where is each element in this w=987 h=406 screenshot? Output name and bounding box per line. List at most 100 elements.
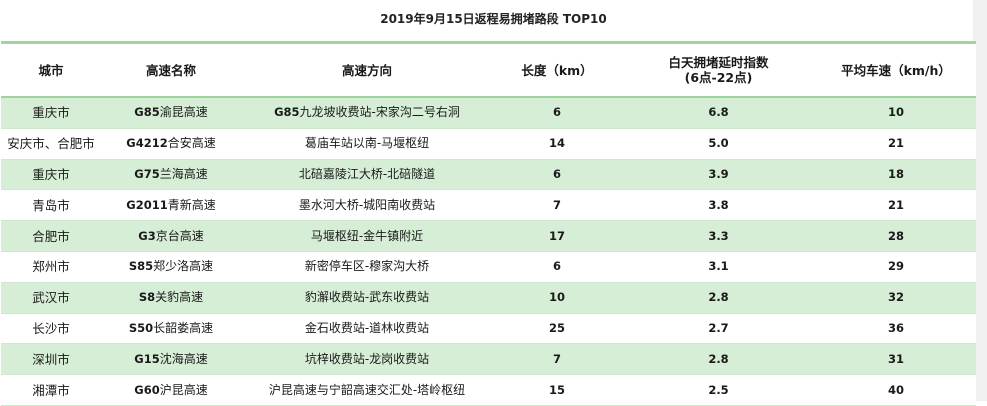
header-index-line1: 白天拥堵延时指数 bbox=[668, 55, 769, 70]
highway-name: 沈海高速 bbox=[159, 351, 208, 366]
highway-code: G2011 bbox=[126, 197, 168, 212]
header-length: 长度（km） bbox=[493, 41, 621, 98]
highway-code: G60 bbox=[134, 382, 160, 397]
highway-code: G4212 bbox=[126, 136, 168, 151]
congestion-table: 城市 高速名称 高速方向 长度（km） 白天拥堵延时指数 (6点-22点) 平均… bbox=[1, 41, 976, 406]
cell-highway: S8关豹高速 bbox=[101, 282, 241, 314]
cell-index: 3.9 bbox=[621, 159, 816, 191]
cell-speed: 31 bbox=[816, 343, 976, 376]
header-row: 城市 高速名称 高速方向 长度（km） 白天拥堵延时指数 (6点-22点) 平均… bbox=[1, 41, 976, 98]
cell-length: 7 bbox=[493, 189, 621, 222]
cell-index: 3.3 bbox=[621, 220, 816, 252]
cell-length: 25 bbox=[493, 313, 621, 345]
cell-speed: 18 bbox=[816, 159, 976, 191]
highway-code: G3 bbox=[138, 228, 156, 243]
cell-city: 长沙市 bbox=[1, 313, 101, 345]
cell-highway: G15沈海高速 bbox=[101, 343, 241, 376]
highway-name: 兰海高速 bbox=[159, 166, 208, 181]
cell-direction: 北碚嘉陵江大桥-北碚隧道 bbox=[241, 159, 493, 191]
cell-direction: 坑梓收费站-龙岗收费站 bbox=[241, 343, 493, 376]
direction-text: 坑梓收费站-龙岗收费站 bbox=[304, 351, 430, 366]
cell-index: 6.8 bbox=[621, 97, 816, 129]
header-index: 白天拥堵延时指数 (6点-22点) bbox=[621, 41, 816, 98]
header-index-line2: (6点-22点) bbox=[684, 70, 753, 85]
highway-name: 渝昆高速 bbox=[159, 105, 208, 120]
highway-code: S85 bbox=[128, 259, 154, 274]
direction-text: 金石收费站-道林收费站 bbox=[304, 320, 430, 335]
cell-direction: G85九龙坡收费站-宋家沟二号右洞 bbox=[241, 97, 493, 129]
highway-name: 沪昆高速 bbox=[159, 382, 208, 397]
cell-length: 6 bbox=[493, 97, 621, 129]
cell-highway: G4212合安高速 bbox=[101, 128, 241, 160]
cell-city: 湘潭市 bbox=[1, 374, 101, 406]
cell-direction: 墨水河大桥-城阳南收费站 bbox=[241, 189, 493, 222]
cell-highway: G75兰海高速 bbox=[101, 159, 241, 191]
header-highway: 高速名称 bbox=[101, 41, 241, 98]
cell-index: 3.1 bbox=[621, 251, 816, 283]
cell-city: 重庆市 bbox=[1, 159, 101, 191]
cell-speed: 29 bbox=[816, 251, 976, 283]
direction-text: 葛庙车站以南-马堰枢纽 bbox=[304, 136, 430, 151]
table-title: 2019年9月15日返程易拥堵路段 TOP10 bbox=[380, 11, 607, 26]
cell-speed: 36 bbox=[816, 313, 976, 345]
cell-index: 2.7 bbox=[621, 313, 816, 345]
table-row: 长沙市 S50长韶娄高速 金石收费站-道林收费站 25 2.7 36 bbox=[1, 313, 976, 345]
cell-highway: G2011青新高速 bbox=[101, 189, 241, 222]
header-direction: 高速方向 bbox=[241, 41, 493, 98]
table-body: 重庆市 G85渝昆高速 G85九龙坡收费站-宋家沟二号右洞 6 6.8 10 安庆市、合肥市… bbox=[1, 97, 976, 406]
highway-name: 郑少洛高速 bbox=[153, 259, 214, 274]
cell-speed: 21 bbox=[816, 189, 976, 222]
table-row: 安庆市、合肥市 G4212合安高速 葛庙车站以南-马堰枢纽 14 5.0 21 bbox=[1, 128, 976, 160]
highway-name: 关豹高速 bbox=[155, 290, 204, 305]
cell-highway: G3京台高速 bbox=[101, 220, 241, 252]
cell-speed: 32 bbox=[816, 282, 976, 314]
highway-code: G85 bbox=[134, 105, 160, 120]
highway-name: 合安高速 bbox=[167, 136, 216, 151]
cell-direction: 葛庙车站以南-马堰枢纽 bbox=[241, 128, 493, 160]
cell-direction: 豹澥收费站-武东收费站 bbox=[241, 282, 493, 314]
highway-code: S8 bbox=[138, 290, 156, 305]
header-speed: 平均车速（km/h） bbox=[816, 41, 976, 98]
cell-length: 17 bbox=[493, 220, 621, 252]
cell-city: 青岛市 bbox=[1, 189, 101, 222]
cell-highway: S85郑少洛高速 bbox=[101, 251, 241, 283]
cell-highway: S50长韶娄高速 bbox=[101, 313, 241, 345]
highway-name: 青新高速 bbox=[167, 197, 216, 212]
direction-text: 豹澥收费站-武东收费站 bbox=[304, 290, 430, 305]
cell-direction: 金石收费站-道林收费站 bbox=[241, 313, 493, 345]
cell-city: 重庆市 bbox=[1, 97, 101, 129]
cell-city: 武汉市 bbox=[1, 282, 101, 314]
direction-text: 九龙坡收费站-宋家沟二号右洞 bbox=[299, 105, 460, 120]
cell-index: 2.8 bbox=[621, 343, 816, 376]
cell-highway: G85渝昆高速 bbox=[101, 97, 241, 129]
cell-city: 郑州市 bbox=[1, 251, 101, 283]
cell-length: 7 bbox=[493, 343, 621, 376]
table-row: 郑州市 S85郑少洛高速 新密停车区-穆家沟大桥 6 3.1 29 bbox=[1, 251, 976, 283]
table-row: 武汉市 S8关豹高速 豹澥收费站-武东收费站 10 2.8 32 bbox=[1, 282, 976, 314]
cell-direction: 马堰枢纽-金牛镇附近 bbox=[241, 220, 493, 252]
table-row: 重庆市 G75兰海高速 北碚嘉陵江大桥-北碚隧道 6 3.9 18 bbox=[1, 159, 976, 191]
cell-speed: 28 bbox=[816, 220, 976, 252]
cell-length: 6 bbox=[493, 251, 621, 283]
table-row: 重庆市 G85渝昆高速 G85九龙坡收费站-宋家沟二号右洞 6 6.8 10 bbox=[1, 97, 976, 129]
direction-text: 沪昆高速与宁韶高速交汇处-塔岭枢纽 bbox=[268, 382, 466, 397]
table-row: 青岛市 G2011青新高速 墨水河大桥-城阳南收费站 7 3.8 21 bbox=[1, 189, 976, 222]
cell-length: 14 bbox=[493, 128, 621, 160]
highway-code: S50 bbox=[128, 320, 154, 335]
direction-text: 墨水河大桥-城阳南收费站 bbox=[298, 197, 436, 212]
table-row: 合肥市 G3京台高速 马堰枢纽-金牛镇附近 17 3.3 28 bbox=[1, 220, 976, 252]
page-edge bbox=[973, 0, 987, 401]
highway-code: G15 bbox=[134, 351, 160, 366]
cell-index: 3.8 bbox=[621, 189, 816, 222]
header-city: 城市 bbox=[1, 41, 101, 98]
cell-city: 安庆市、合肥市 bbox=[1, 128, 101, 160]
cell-speed: 10 bbox=[816, 97, 976, 129]
highway-name: 京台高速 bbox=[155, 228, 204, 243]
cell-length: 6 bbox=[493, 159, 621, 191]
cell-city: 深圳市 bbox=[1, 343, 101, 376]
direction-text: 北碚嘉陵江大桥-北碚隧道 bbox=[298, 166, 436, 181]
cell-speed: 21 bbox=[816, 128, 976, 160]
cell-index: 5.0 bbox=[621, 128, 816, 160]
highway-code: G75 bbox=[134, 166, 160, 181]
cell-length: 10 bbox=[493, 282, 621, 314]
